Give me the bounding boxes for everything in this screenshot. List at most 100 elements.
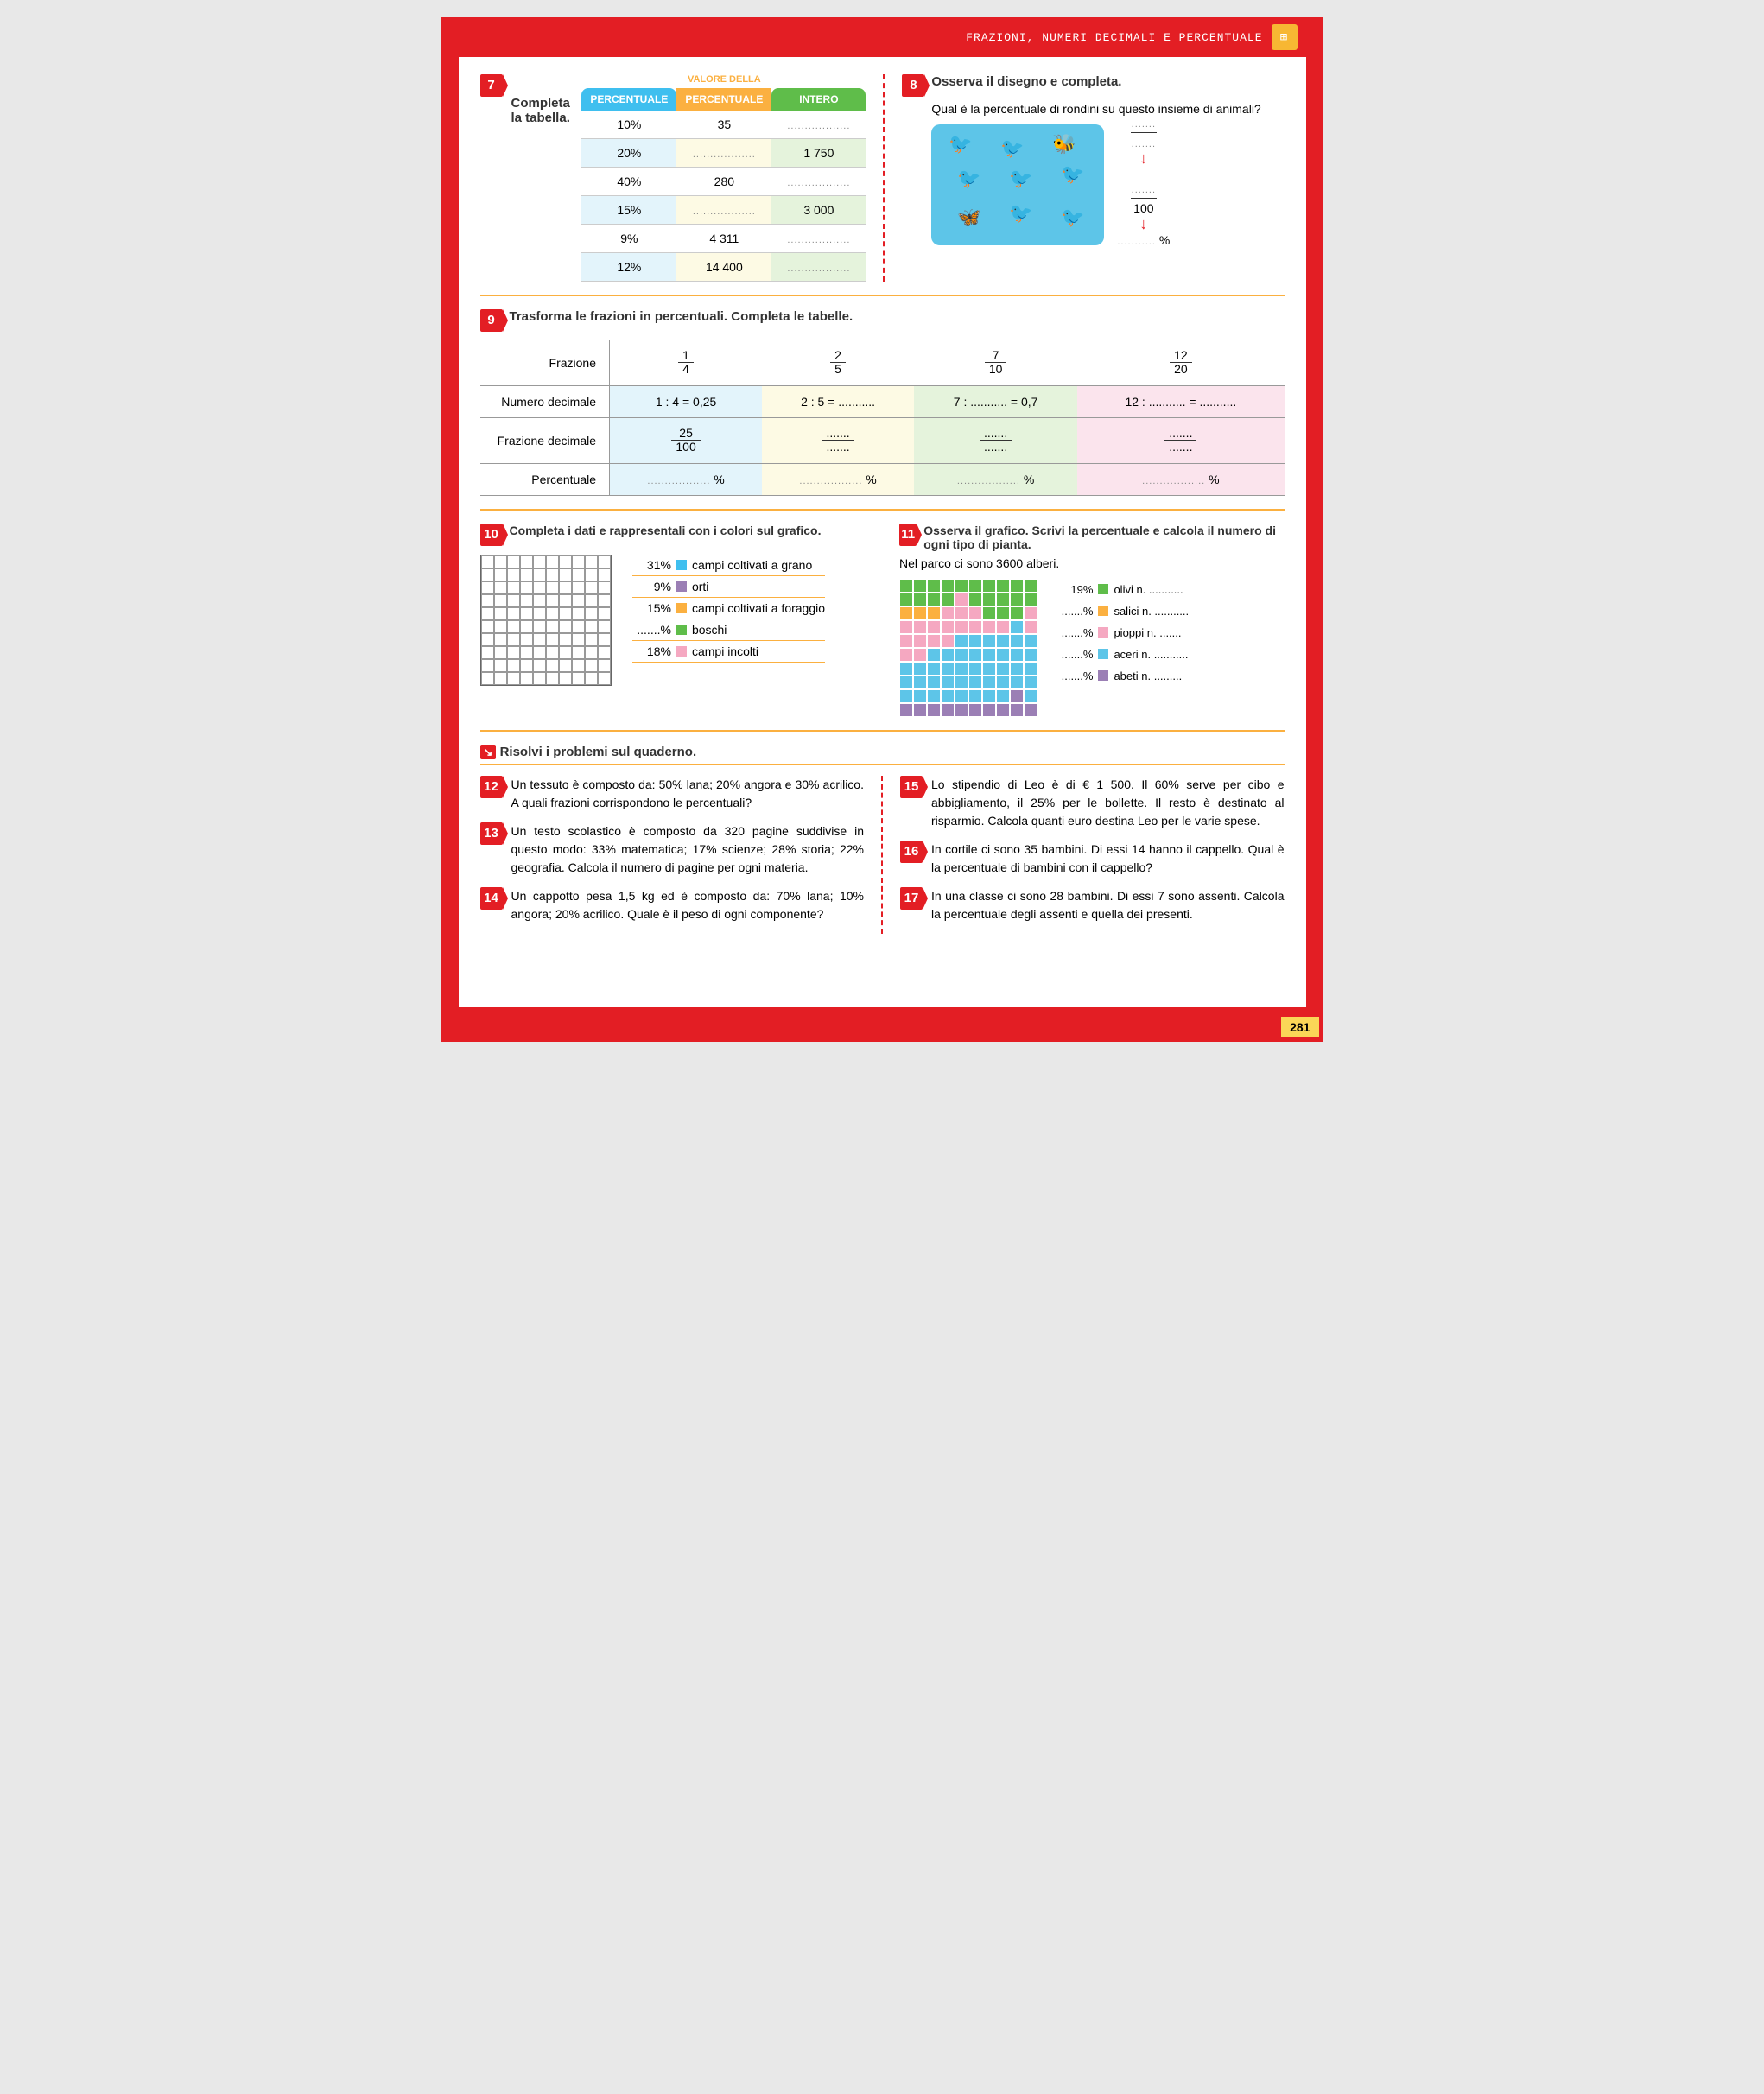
header: FRAZIONI, NUMERI DECIMALI E PERCENTUALE … [441,17,1323,57]
problem: 15Lo stipendio di Leo è di € 1 500. Il 6… [900,776,1285,830]
problem-text: Un tessuto è composto da: 50% lana; 20% … [511,776,865,812]
table-cell: .............. [914,417,1077,463]
legend-item: .......%boschi [632,619,825,641]
problem-text: In cortile ci sono 35 bambini. Di essi 1… [931,841,1285,877]
table-cell: 9% [581,225,676,253]
th-percentuale: PERCENTUALE [581,88,676,111]
table-cell: .................. [771,168,866,196]
legend-item: 9%orti [632,576,825,598]
ex8-title: Osserva il disegno e completa. [931,74,1121,89]
exercise-9: 9 Trasforma le frazioni in percentuali. … [480,309,1285,511]
color-swatch [1098,606,1108,616]
table-cell: 40% [581,168,676,196]
table-cell: 710 [914,340,1077,385]
table-cell: 1 : 4 = 0,25 [610,385,763,417]
legend-item: 31%campi coltivati a grano [632,555,825,576]
ex10-number: 10 [480,524,503,546]
ex11-number: 11 [899,524,917,546]
page: FRAZIONI, NUMERI DECIMALI E PERCENTUALE … [441,17,1323,1042]
problems: 12 Un tessuto è composto da: 50% lana; 20… [480,776,1285,934]
ex7-text: Completa la tabella. [511,74,574,282]
table-cell: .............. [1077,417,1284,463]
table-cell: .................. [771,111,866,139]
exercise-7: 7 Completa la tabella. PERCENTUALE VALOR… [480,74,866,282]
problem-text: Un cappotto pesa 1,5 kg ed è composto da… [511,887,865,923]
table-9: Frazione14257101220 Numero decimale1 : 4 … [480,340,1285,496]
ex8-text: Qual è la percentuale di rondini su ques… [931,102,1284,116]
table-cell: .................. [771,253,866,282]
legend-11: 19%olivi n. ..................%salici n.… [1054,579,1189,687]
ex8-number: 8 [902,74,924,97]
problems-right: 15Lo stipendio di Leo è di € 1 500. Il 6… [900,776,1285,934]
color-swatch [1098,670,1108,681]
legend-item: .......%pioppi n. ....... [1054,622,1189,644]
page-number: 281 [1281,1017,1318,1037]
table-cell: 1 750 [771,139,866,168]
legend-item: 19%olivi n. ........... [1054,579,1189,600]
problems-header: ↘ Risolvi i problemi sul quaderno. [480,745,1285,765]
color-swatch [1098,649,1108,659]
th-intero: INTERO [771,88,866,111]
row-label: Frazione decimale [480,417,610,463]
table-cell: 35 [676,111,771,139]
row-label: Frazione [480,340,610,385]
table-cell: .............. [762,417,914,463]
ex11-title: Osserva il grafico. Scrivi la percentual… [923,524,1284,551]
grid-11 [899,579,1037,717]
table-cell: 20% [581,139,676,168]
ex7-number: 7 [480,74,503,97]
color-swatch [1098,627,1108,638]
exercise-8: 8 Osserva il disegno e completa. Qual è … [883,74,1284,282]
table-cell: 280 [676,168,771,196]
table-cell: .................. % [1077,463,1284,495]
table-cell: 10% [581,111,676,139]
problem: 13Un testo scolastico è composto da 320 … [480,822,865,877]
table-cell: .................. % [914,463,1077,495]
problem: 17 In una classe ci sono 28 bambini. Di e… [900,887,1285,923]
problem-text: In una classe ci sono 28 bambini. Di ess… [931,887,1285,923]
legend-item: .......%salici n. ........... [1054,600,1189,622]
problem-number: 12 [480,776,503,798]
fraction-side: ....... ....... ↓ ....... 100 ↓ ........… [1117,116,1170,247]
ex9-title: Trasforma le frazioni in percentuali. Co… [510,309,853,332]
table-cell: 15% [581,196,676,225]
color-swatch [676,560,687,570]
problem-number: 16 [900,841,923,863]
table-cell: .................. % [610,463,763,495]
ex10-title: Completa i dati e rappresentali con i co… [510,524,822,546]
problems-left: 12 Un tessuto è composto da: 50% lana; 20… [480,776,884,934]
exercise-11: 11 Osserva il grafico. Scrivi la percent… [899,524,1285,717]
table-cell: 25 [762,340,914,385]
problem-text: Lo stipendio di Leo è di € 1 500. Il 60%… [931,776,1285,830]
table-cell: .................. [771,225,866,253]
birds-illustration: 🐦 🐦 🐝 🐦 🐦 🐦 🦋 🐦 🐦 [931,124,1104,245]
color-swatch [676,581,687,592]
grid-10 [480,555,612,686]
legend-item: 15%campi coltivati a foraggio [632,598,825,619]
header-text: FRAZIONI, NUMERI DECIMALI E PERCENTUALE [966,31,1262,44]
problem: 16 In cortile ci sono 35 bambini. Di essi… [900,841,1285,877]
legend-item: .......%aceri n. ........... [1054,644,1189,665]
ex11-sub: Nel parco ci sono 3600 alberi. [899,556,1285,570]
problem: 14Un cappotto pesa 1,5 kg ed è composto … [480,887,865,923]
row-label: Percentuale [480,463,610,495]
legend-item: .......%abeti n. ......... [1054,665,1189,687]
table-cell: 1220 [1077,340,1284,385]
legend-10: 31%campi coltivati a grano9%orti15%campi… [632,555,825,663]
problem: 12 Un tessuto è composto da: 50% lana; 20… [480,776,865,812]
arrow-down-icon: ↓ [1139,215,1147,232]
color-swatch [1098,584,1108,594]
content: 7 Completa la tabella. PERCENTUALE VALOR… [459,57,1306,1007]
row-label: Numero decimale [480,385,610,417]
problem-number: 13 [480,822,503,845]
top-row: 7 Completa la tabella. PERCENTUALE VALOR… [480,74,1285,296]
table-cell: .................. [676,196,771,225]
arrow-icon: ↘ [480,745,497,759]
table-cell: 14 400 [676,253,771,282]
table-cell: 12 : ........... = ........... [1077,385,1284,417]
problem-number: 17 [900,887,923,910]
exercise-10: 10 Completa i dati e rappresentali con i… [480,524,883,717]
table-cell: 7 : ........... = 0,7 [914,385,1077,417]
table-cell: 14 [610,340,763,385]
table-cell: 4 311 [676,225,771,253]
